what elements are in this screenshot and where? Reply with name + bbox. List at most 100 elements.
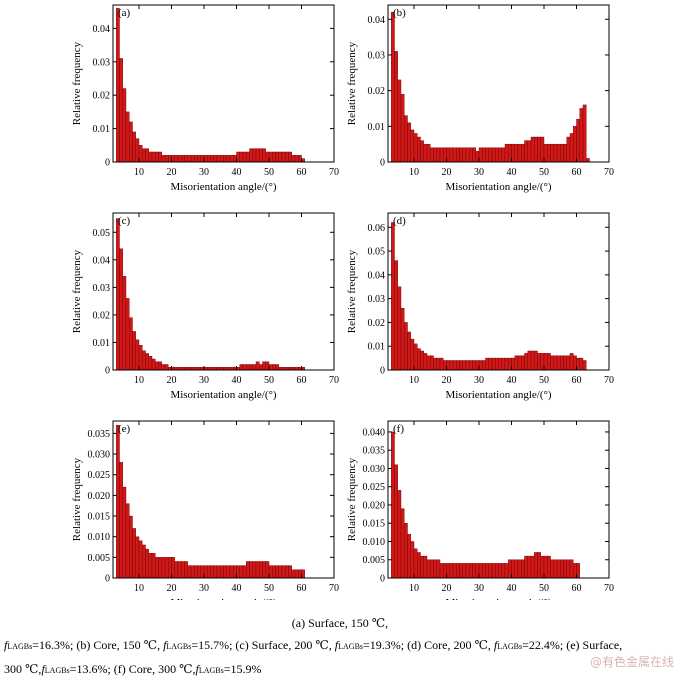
bar	[550, 559, 554, 579]
bar-series	[391, 431, 580, 579]
bar	[207, 565, 211, 579]
bar	[138, 540, 143, 579]
bar	[547, 555, 551, 579]
bar	[220, 565, 224, 579]
bar	[220, 155, 224, 163]
bar	[504, 563, 509, 579]
y-tick-label: 0.01	[93, 124, 111, 135]
bar	[582, 104, 587, 163]
caption-seg-b: =15.7%; (c) Surface, 200 ℃,	[191, 638, 335, 652]
bar	[122, 486, 127, 579]
y-tick-label: 0.01	[93, 338, 111, 349]
bar	[449, 360, 454, 371]
bar	[164, 155, 169, 163]
y-tick-label: 0.06	[368, 223, 386, 234]
bar	[119, 248, 123, 371]
x-tick-label: 40	[232, 167, 242, 178]
bar	[210, 155, 214, 163]
bar	[259, 148, 263, 163]
bar	[517, 559, 522, 579]
y-tick-label: 0.04	[368, 15, 386, 26]
bar	[534, 350, 538, 371]
watermark-text: @有色金属在线	[589, 655, 674, 669]
chart-panel-a: 10 20 30 40 50 60 70 0 0.01 0.02 0.03 0.04 (a) Misori…	[71, 4, 339, 193]
f-subscript: LAGBs	[497, 642, 523, 651]
bar	[275, 364, 279, 371]
plot-frame	[387, 212, 610, 371]
bar	[272, 565, 276, 579]
panel-label: (c)	[118, 215, 131, 227]
bar	[498, 563, 502, 579]
bar	[472, 360, 476, 371]
x-tick-label: 40	[232, 583, 242, 594]
caption-seg-f: =13.6%; (f) Core, 300 ℃,	[69, 662, 196, 676]
bar	[158, 361, 162, 371]
bar	[465, 147, 470, 163]
y-tick-label: 0	[380, 158, 385, 169]
caption-seg-g: =15.9%	[223, 662, 262, 676]
bar	[550, 355, 554, 371]
figure-panels: 10 20 30 40 50 60 70 0 0.01 0.02 0.03 0.04 (a) Misori…	[71, 4, 614, 600]
bar	[155, 361, 159, 371]
bar	[439, 147, 444, 163]
y-axis-label: Relative frequency	[71, 457, 83, 541]
bar	[129, 317, 133, 371]
y-tick-label: 0	[380, 574, 385, 585]
bar	[394, 51, 398, 163]
caption-seg-e: 300 ℃,	[4, 662, 42, 676]
bar	[164, 557, 169, 579]
bar	[459, 563, 463, 579]
bar	[151, 553, 156, 579]
bar	[400, 508, 405, 579]
bar	[249, 364, 253, 371]
bar	[394, 464, 398, 579]
y-tick-label: 0.05	[368, 247, 386, 258]
bar	[145, 548, 149, 579]
bar	[148, 356, 153, 371]
y-tick-label: 0	[105, 574, 110, 585]
y-tick-label: 0.01	[368, 122, 386, 133]
bar	[472, 147, 476, 163]
bar	[485, 147, 489, 163]
bar	[161, 557, 166, 579]
y-tick-label: 0.03	[93, 283, 111, 294]
y-tick-label: 0	[105, 366, 110, 377]
bar	[527, 350, 532, 371]
bar	[436, 147, 441, 163]
y-tick-label: 0.010	[363, 537, 386, 548]
bar	[491, 147, 496, 163]
bar	[530, 350, 535, 371]
bar	[465, 360, 470, 371]
x-tick-label: 60	[572, 375, 582, 386]
panel-label: (b)	[393, 7, 406, 19]
bar	[246, 151, 250, 163]
f-subscript: LAGBs	[166, 642, 192, 651]
bar	[148, 151, 153, 163]
bar	[255, 561, 260, 579]
y-tick-label: 0.04	[368, 270, 386, 281]
bar	[142, 148, 146, 163]
y-tick-label: 0.02	[93, 91, 111, 102]
bar	[194, 565, 198, 579]
f-symbol: f	[4, 638, 8, 652]
bar	[482, 360, 486, 371]
bar	[482, 563, 486, 579]
y-tick-label: 0.03	[368, 294, 386, 305]
y-axis-label: Relative frequency	[346, 41, 358, 125]
bar	[556, 143, 561, 163]
bar	[413, 133, 418, 163]
y-tick-label: 0.05	[93, 228, 111, 239]
x-tick-label: 40	[507, 167, 517, 178]
bar	[560, 143, 564, 163]
bar	[423, 555, 428, 579]
x-tick-label: 70	[329, 375, 339, 386]
bar	[579, 357, 584, 371]
bar	[566, 355, 571, 371]
bar	[155, 151, 159, 163]
x-axis-label: Misorientation angle/(°)	[170, 389, 276, 401]
bar-series	[391, 11, 590, 163]
bar	[417, 348, 421, 371]
bar	[404, 322, 408, 371]
y-tick-label: 0.015	[88, 512, 111, 523]
caption-seg-a: =16.3%; (b) Core, 150 ℃,	[32, 638, 164, 652]
